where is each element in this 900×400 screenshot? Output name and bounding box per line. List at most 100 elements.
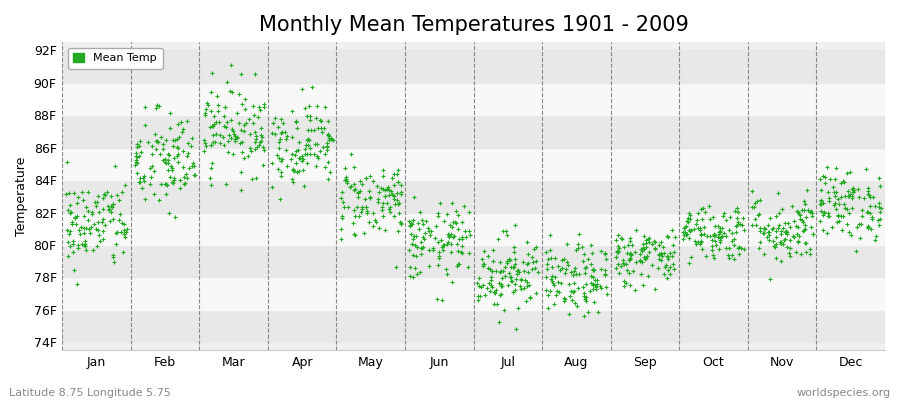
Point	[760, 229, 775, 235]
Point	[526, 259, 540, 266]
Point	[298, 151, 312, 158]
Point	[204, 182, 219, 188]
Point	[763, 215, 778, 221]
Point	[641, 272, 655, 279]
Text: worldspecies.org: worldspecies.org	[796, 388, 891, 398]
Point	[557, 256, 572, 262]
Point	[391, 228, 405, 235]
Point	[612, 245, 626, 252]
Point	[383, 208, 398, 215]
Point	[65, 218, 79, 225]
Point	[576, 258, 590, 264]
Bar	[62, 245, 885, 278]
Point	[694, 232, 708, 238]
Point	[63, 202, 77, 208]
Point	[431, 239, 446, 245]
Point	[652, 256, 667, 262]
Point	[806, 231, 820, 238]
Point	[248, 135, 263, 142]
Point	[504, 274, 518, 280]
Point	[201, 100, 215, 106]
Point	[713, 235, 727, 241]
Point	[644, 241, 659, 247]
Point	[131, 179, 146, 185]
Point	[147, 191, 161, 198]
Point	[625, 242, 639, 248]
Point	[150, 138, 165, 144]
Point	[786, 233, 800, 239]
Point	[224, 126, 238, 132]
Point	[548, 254, 562, 261]
Point	[98, 192, 112, 198]
Point	[148, 130, 162, 137]
Point	[392, 210, 406, 216]
Point	[154, 180, 168, 187]
Point	[92, 209, 106, 215]
Point	[322, 133, 337, 140]
Point	[665, 253, 680, 260]
Point	[769, 255, 783, 262]
Point	[500, 260, 514, 266]
Point	[384, 188, 399, 194]
Point	[861, 192, 876, 198]
Point	[648, 244, 662, 251]
Point	[693, 240, 707, 247]
Point	[752, 239, 767, 246]
Point	[667, 265, 681, 272]
Bar	[62, 310, 885, 342]
Point	[449, 220, 464, 226]
Point	[865, 216, 879, 222]
Point	[821, 189, 835, 196]
Point	[491, 280, 506, 286]
Point	[363, 173, 377, 179]
Point	[436, 241, 450, 248]
Point	[623, 282, 637, 288]
Point	[722, 245, 736, 251]
Point	[813, 176, 827, 182]
Point	[477, 291, 491, 298]
Point	[679, 232, 693, 238]
Point	[849, 248, 863, 254]
Point	[771, 225, 786, 231]
Point	[422, 262, 436, 269]
Point	[761, 221, 776, 228]
Point	[68, 267, 82, 273]
Point	[712, 246, 726, 252]
Point	[201, 102, 215, 108]
Point	[170, 145, 184, 151]
Point	[159, 180, 174, 187]
Point	[706, 247, 720, 253]
Point	[184, 163, 199, 169]
Point	[390, 170, 404, 177]
Point	[105, 204, 120, 210]
Point	[178, 171, 193, 178]
Point	[165, 166, 179, 173]
Point	[698, 208, 712, 215]
Point	[436, 242, 451, 248]
Point	[147, 167, 161, 174]
Point	[285, 166, 300, 173]
Point	[160, 157, 175, 164]
Point	[714, 234, 728, 240]
Point	[799, 249, 814, 256]
Point	[778, 235, 792, 242]
Point	[170, 144, 184, 150]
Point	[158, 156, 173, 162]
Point	[228, 138, 242, 144]
Point	[780, 243, 795, 250]
Point	[403, 223, 418, 229]
Point	[483, 266, 498, 272]
Point	[180, 174, 194, 181]
Point	[665, 242, 680, 248]
Point	[829, 206, 843, 212]
Point	[86, 221, 101, 228]
Point	[454, 236, 469, 242]
Point	[197, 147, 211, 154]
Point	[402, 247, 417, 253]
Point	[313, 124, 328, 131]
Point	[514, 286, 528, 292]
Point	[546, 280, 561, 286]
Point	[864, 226, 878, 232]
Point	[653, 257, 668, 264]
Point	[748, 216, 762, 223]
